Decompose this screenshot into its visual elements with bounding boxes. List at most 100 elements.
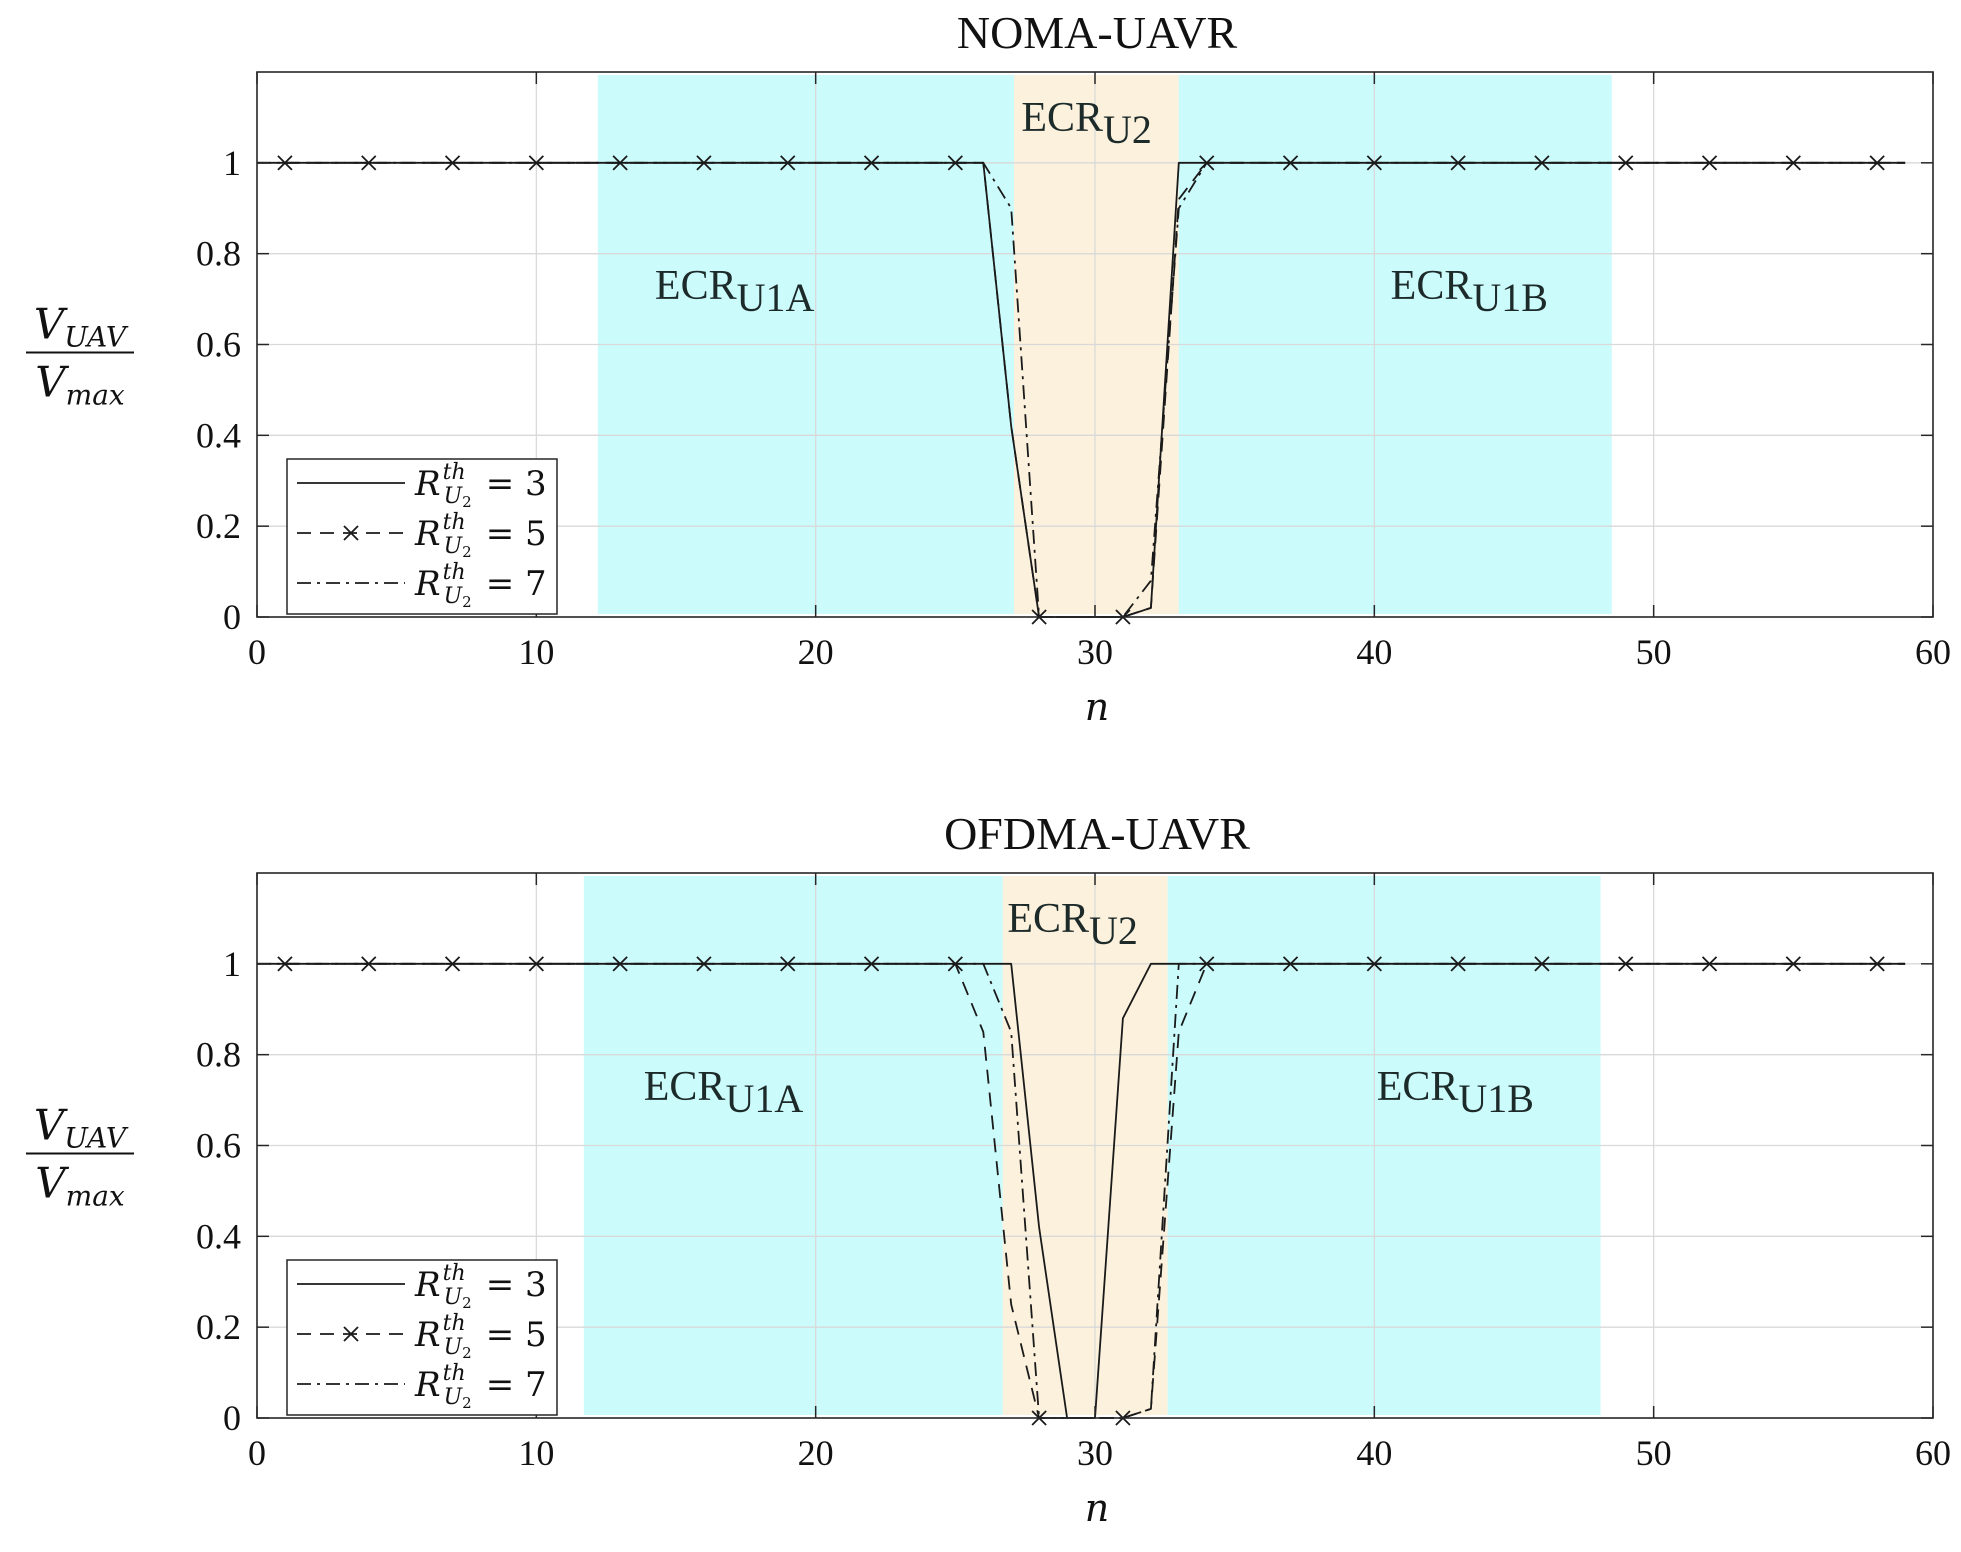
x-axis-label: n <box>1085 685 1109 729</box>
legend-sub: U <box>444 484 464 509</box>
data-point-marker <box>1701 155 1718 171</box>
legend-sup: th <box>443 1361 466 1386</box>
series-line-7 <box>257 161 1906 618</box>
x-tick-label: 60 <box>1915 1433 1951 1473</box>
legend-sup: th <box>443 460 466 485</box>
legend-eq: = 3 <box>486 464 547 504</box>
data-point-marker <box>528 956 544 972</box>
region-label-u1a: ECRU1A <box>644 1064 804 1121</box>
legend-eq: = 7 <box>486 1365 547 1405</box>
y-tick-label: 0.4 <box>196 415 241 455</box>
y-tick-label: 0.2 <box>196 506 241 546</box>
legend-item-5: Rth U2 = 5 <box>297 1311 547 1362</box>
y-tick-label: 1 <box>223 944 241 984</box>
legend-r: R <box>414 1265 441 1305</box>
x-tick-label: 20 <box>798 1433 834 1473</box>
region-label-main: ECR <box>1377 1064 1459 1110</box>
region-label-u2: ECRU2 <box>1007 896 1138 953</box>
chart-title: NOMA-UAVR <box>957 7 1238 58</box>
legend-sub: U <box>444 534 464 559</box>
legend-sup: th <box>443 1261 466 1286</box>
chart-title: OFDMA-UAVR <box>944 808 1250 859</box>
x-tick-label: 0 <box>248 632 266 672</box>
region-label-main: ECR <box>655 263 737 309</box>
legend-sub-index: 2 <box>462 1344 472 1362</box>
legend-label: Rth U2 = 5 <box>414 510 547 561</box>
y-tick-label: 1 <box>223 143 241 183</box>
y-tick-label: 0 <box>223 1398 241 1438</box>
y-label-den-sub: max <box>66 1180 125 1213</box>
legend-eq: = 3 <box>486 1265 547 1305</box>
x-tick-label: 50 <box>1636 1433 1672 1473</box>
region-label-main: ECR <box>1021 95 1103 141</box>
data-point-marker <box>1366 956 1382 972</box>
data-point-marker <box>1701 956 1718 972</box>
legend-sub-index: 2 <box>462 1394 472 1412</box>
data-point-marker <box>1618 956 1634 972</box>
y-tick-label: 0.8 <box>196 1035 241 1075</box>
y-label-numerator: VUAV <box>34 1101 129 1155</box>
y-label-denominator: Vmax <box>35 358 125 412</box>
region-label-main: ECR <box>1007 896 1089 942</box>
data-point-marker <box>1366 155 1382 171</box>
region-label-u1b: ECRU1B <box>1391 263 1548 320</box>
legend-label: Rth U2 = 7 <box>414 560 547 611</box>
y-label-num-sub: UAV <box>64 1122 129 1155</box>
legend-item-7: Rth U2 = 7 <box>297 560 547 611</box>
region-label-sub: U1A <box>725 1076 803 1121</box>
y-label-num-sub: UAV <box>64 321 129 354</box>
region-label-u2: ECRU2 <box>1021 95 1152 152</box>
legend-box <box>286 1259 558 1416</box>
region-label-main: ECR <box>644 1064 726 1110</box>
x-tick-label: 50 <box>1636 632 1672 672</box>
y-tick-label: 0.2 <box>196 1307 241 1347</box>
legend-sub: U <box>444 1285 464 1310</box>
legend-r: R <box>414 1315 441 1355</box>
x-tick-label: 10 <box>518 632 554 672</box>
legend-eq: = 5 <box>486 514 547 554</box>
legend-label: Rth U2 = 5 <box>414 1311 547 1362</box>
x-tick-label: 0 <box>248 1433 266 1473</box>
data-point-marker <box>277 155 293 171</box>
legend-sub-index: 2 <box>462 1294 472 1312</box>
data-point-marker <box>1450 956 1466 972</box>
series-line-7 <box>257 962 1906 1419</box>
region-label-sub: U1A <box>737 275 815 320</box>
region-label-sub: U1B <box>1472 275 1548 320</box>
y-label-den-sub: max <box>66 379 125 412</box>
legend-sup: th <box>443 510 466 535</box>
data-point-marker <box>277 956 293 972</box>
region-label-u1b: ECRU1B <box>1377 1064 1534 1121</box>
data-point-marker <box>1450 155 1466 171</box>
legend-r: R <box>414 1365 441 1405</box>
region-label-u1a: ECRU1A <box>655 263 815 320</box>
legend-marker <box>343 1326 359 1342</box>
data-point-marker <box>528 155 544 171</box>
legend-eq: = 7 <box>486 564 547 604</box>
legend-label: Rth U2 = 3 <box>414 460 547 511</box>
data-point-marker <box>361 155 377 171</box>
legend-r: R <box>414 564 441 604</box>
region-label-sub: U2 <box>1089 908 1138 953</box>
legend-item-3: Rth U2 = 3 <box>297 460 547 511</box>
y-tick-label: 0.6 <box>196 325 241 365</box>
legend-label: Rth U2 = 3 <box>414 1261 547 1312</box>
x-axis-label: n <box>1085 1486 1109 1530</box>
legend-sub-index: 2 <box>462 543 472 561</box>
data-point-marker <box>361 956 377 972</box>
legend-box <box>286 458 558 615</box>
data-point-marker <box>612 155 628 171</box>
region-label-sub: U1B <box>1458 1076 1534 1121</box>
legend-eq: = 5 <box>486 1315 547 1355</box>
y-tick-label: 0.4 <box>196 1216 241 1256</box>
y-label-denominator: Vmax <box>35 1159 125 1213</box>
legend-item-7: Rth U2 = 7 <box>297 1361 547 1412</box>
y-tick-label: 0.6 <box>196 1126 241 1166</box>
